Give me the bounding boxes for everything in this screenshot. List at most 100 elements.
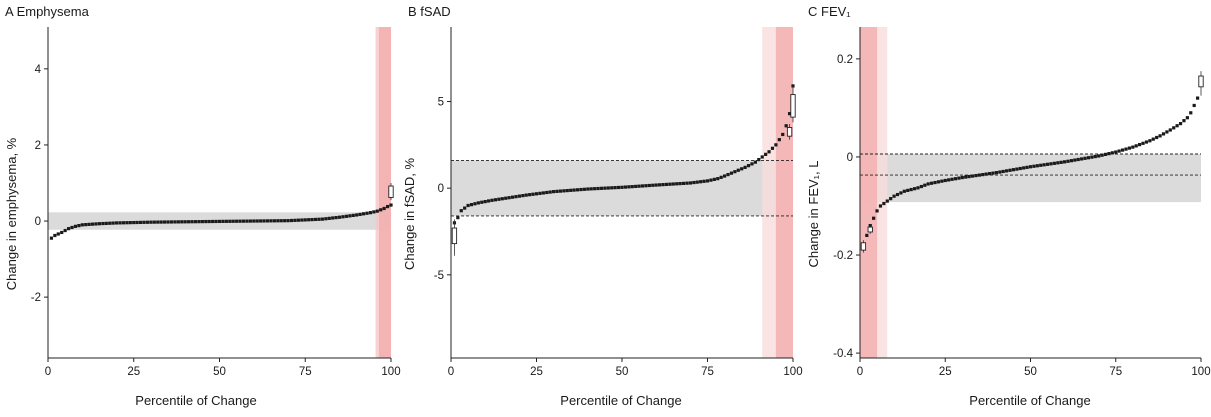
data-point: [125, 221, 129, 225]
data-point: [1100, 153, 1104, 157]
data-point: [1063, 160, 1067, 164]
data-point: [341, 215, 345, 219]
panel-title: B fSAD: [408, 4, 451, 19]
data-point: [889, 197, 893, 201]
data-point: [970, 174, 975, 178]
data-point: [620, 185, 624, 189]
x-tick-label: 0: [448, 366, 454, 378]
data-point: [197, 220, 201, 224]
data-point: [912, 187, 917, 191]
data-point: [221, 219, 225, 223]
data-point: [217, 219, 222, 224]
data-point: [163, 220, 167, 224]
data-point: [528, 193, 532, 197]
data-point: [259, 219, 263, 223]
data-point: [500, 197, 504, 201]
data-point: [699, 180, 703, 184]
data-point: [104, 221, 108, 225]
data-point: [623, 185, 628, 189]
data-point: [640, 184, 645, 188]
x-tick-label: 50: [1024, 366, 1037, 378]
data-point: [1093, 154, 1097, 159]
data-point: [1032, 164, 1036, 168]
data-point: [1052, 161, 1056, 165]
data-point: [767, 150, 771, 154]
y-tick-label: 0: [35, 216, 41, 228]
data-point: [1168, 128, 1172, 132]
data-point: [245, 219, 249, 223]
data-point: [1025, 165, 1029, 169]
y-axis-label: Change in emphysema, %: [4, 137, 19, 290]
data-point: [926, 182, 930, 186]
data-point: [685, 181, 689, 185]
data-point: [1114, 150, 1118, 154]
data-point: [1120, 148, 1125, 152]
data-point: [1148, 139, 1152, 143]
data-point: [634, 184, 638, 188]
data-point: [372, 210, 376, 214]
data-point: [66, 227, 71, 231]
data-point: [49, 236, 54, 240]
data-point: [286, 219, 290, 223]
data-point: [1076, 157, 1080, 162]
data-point: [313, 217, 318, 222]
data-point: [977, 173, 981, 177]
data-point: [507, 196, 511, 200]
data-point: [139, 220, 143, 225]
data-point: [483, 199, 487, 204]
data-point: [1192, 103, 1196, 108]
data-point: [599, 186, 604, 190]
data-point: [885, 199, 889, 203]
x-tick-label: 100: [783, 366, 802, 378]
data-point: [603, 186, 607, 190]
data-point: [596, 186, 600, 191]
data-point: [950, 177, 954, 181]
data-point: [231, 219, 235, 223]
data-point: [541, 191, 545, 195]
data-point: [63, 228, 67, 233]
x-tick-label: 50: [213, 366, 226, 378]
data-point: [456, 216, 460, 220]
data-point: [142, 220, 146, 224]
data-point: [552, 190, 556, 194]
data-point: [919, 184, 923, 189]
data-point: [872, 216, 876, 220]
data-point: [774, 143, 778, 147]
data-point: [960, 175, 964, 180]
data-point: [875, 209, 879, 213]
data-point: [389, 203, 393, 207]
y-tick-label: -0.4: [833, 348, 853, 360]
data-point: [463, 206, 467, 210]
data-point: [514, 195, 518, 199]
data-point: [121, 221, 126, 225]
x-tick-label: 25: [127, 366, 140, 378]
data-point: [671, 182, 675, 186]
data-point: [1155, 135, 1159, 140]
data-point: [324, 217, 328, 221]
box: [451, 227, 458, 245]
data-point: [1056, 161, 1060, 165]
data-point: [320, 217, 324, 221]
data-point: [156, 220, 160, 224]
data-point: [967, 174, 971, 179]
x-tick-label: 0: [857, 366, 863, 378]
box: [790, 94, 796, 118]
data-point: [60, 230, 64, 235]
data-point: [899, 191, 903, 195]
data-point: [964, 175, 968, 179]
data-point: [510, 195, 515, 199]
data-point: [998, 170, 1002, 174]
data-point: [135, 220, 139, 225]
data-point: [337, 215, 342, 219]
data-point: [70, 225, 74, 230]
data-point: [241, 219, 246, 223]
data-point: [994, 171, 998, 175]
data-point: [379, 208, 383, 212]
data-point: [562, 189, 566, 193]
data-point: [586, 187, 590, 191]
reference-band: [860, 154, 1201, 203]
data-point: [293, 218, 297, 222]
data-point: [760, 155, 764, 159]
data-point: [521, 194, 525, 198]
data-point: [746, 164, 751, 168]
